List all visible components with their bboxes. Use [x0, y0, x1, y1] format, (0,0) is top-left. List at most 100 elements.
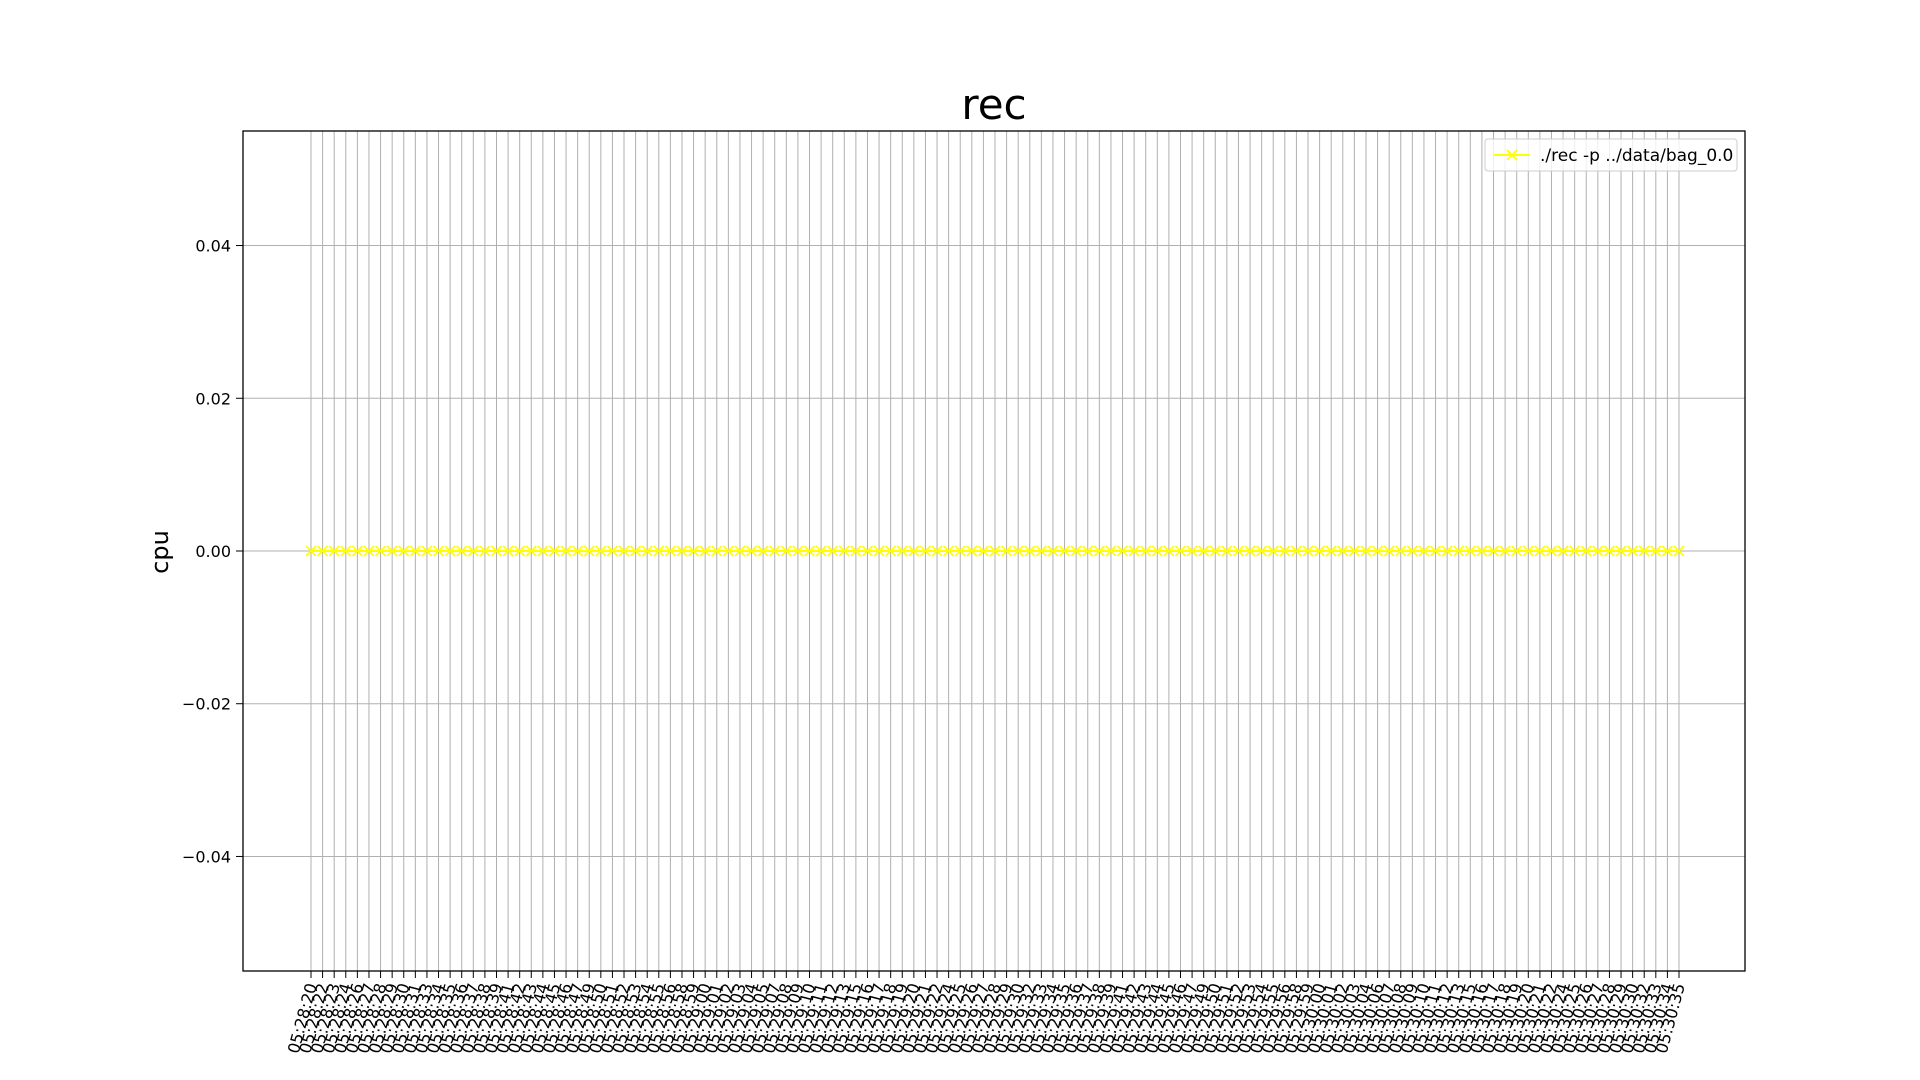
data-point-marker — [1163, 545, 1175, 557]
data-point-marker — [803, 545, 816, 557]
data-point-marker — [1406, 545, 1418, 557]
y-tick-label: −0.04 — [182, 847, 231, 866]
data-point-marker — [432, 545, 445, 557]
data-point-marker — [931, 545, 943, 557]
data-point-marker — [1395, 545, 1407, 557]
data-point-marker — [1603, 545, 1616, 557]
data-point-marker — [1325, 545, 1337, 557]
data-point-marker — [1302, 545, 1314, 557]
data-point-marker — [653, 545, 665, 557]
data-point-marker — [1256, 545, 1268, 557]
data-point-marker — [1070, 545, 1082, 557]
data-point-marker — [745, 545, 758, 557]
data-point-marker — [1372, 545, 1384, 557]
data-point-marker — [548, 545, 561, 557]
data-point-marker — [780, 545, 792, 557]
data-point-marker — [467, 545, 479, 557]
data-point-marker — [1024, 545, 1036, 557]
data-point-marker — [1545, 545, 1558, 557]
series-layer — [305, 545, 1685, 557]
data-point-marker — [711, 545, 723, 557]
data-point-marker — [815, 545, 827, 557]
data-point-marker — [1058, 545, 1071, 557]
data-point-marker — [1511, 545, 1523, 557]
data-point-marker — [792, 545, 804, 557]
data-point-marker — [1105, 545, 1117, 557]
data-point-marker — [1418, 545, 1430, 557]
data-point-marker — [618, 545, 630, 557]
data-point-marker — [398, 545, 410, 557]
data-point-marker — [641, 545, 653, 557]
data-point-marker — [1035, 545, 1047, 557]
data-point-marker — [1476, 545, 1488, 557]
data-point-marker — [1569, 545, 1581, 557]
data-point-marker — [1198, 545, 1210, 557]
data-point-marker — [1001, 545, 1013, 557]
data-point-marker — [317, 545, 329, 557]
data-point-marker — [722, 545, 734, 557]
data-point-marker — [374, 545, 387, 557]
data-point-marker — [734, 545, 746, 557]
data-point-marker — [1267, 545, 1279, 557]
data-point-marker — [676, 545, 688, 557]
data-point-marker — [861, 545, 874, 557]
data-point-marker — [757, 545, 769, 557]
data-point-marker — [977, 545, 989, 557]
data-point-marker — [919, 545, 932, 557]
x-axis-ticks: 05:28:2005:28:2205:28:2305:28:2405:28:26… — [284, 971, 1689, 1055]
data-point-marker — [1232, 545, 1245, 557]
data-point-marker — [1290, 545, 1302, 557]
data-point-marker — [1012, 545, 1024, 557]
data-point-marker — [664, 545, 676, 557]
data-point-marker — [966, 545, 978, 557]
data-point-marker — [1279, 545, 1291, 557]
data-point-marker — [1244, 545, 1256, 557]
data-point-marker — [340, 545, 352, 557]
data-point-marker — [885, 545, 897, 557]
data-point-marker — [1314, 545, 1326, 557]
data-point-marker — [1673, 545, 1685, 557]
data-point-marker — [1638, 545, 1650, 557]
data-point-marker — [386, 545, 398, 557]
data-point-marker — [1221, 545, 1233, 557]
data-point-marker — [1186, 545, 1198, 557]
data-point-marker — [328, 545, 340, 557]
data-point-marker — [989, 545, 1001, 557]
data-point-marker — [1383, 545, 1395, 557]
data-point-marker — [595, 545, 607, 557]
chart-title: rec — [961, 80, 1026, 129]
data-point-marker — [1093, 545, 1105, 557]
data-point-marker — [1580, 545, 1592, 557]
legend-marker-swatch — [1506, 149, 1518, 161]
data-point-marker — [827, 545, 839, 557]
data-point-marker — [1082, 545, 1094, 557]
data-point-marker — [1464, 545, 1476, 557]
data-point-marker — [572, 545, 584, 557]
data-point-marker — [514, 545, 526, 557]
data-point-marker — [1522, 545, 1534, 557]
data-point-marker — [1337, 545, 1349, 557]
data-point-marker — [1592, 545, 1604, 557]
data-point-marker — [1209, 545, 1221, 557]
data-point-marker — [1047, 545, 1059, 557]
data-point-marker — [490, 545, 503, 557]
data-point-marker — [1487, 545, 1500, 557]
data-point-marker — [1429, 545, 1442, 557]
data-point-marker — [943, 545, 955, 557]
data-point-marker — [537, 545, 549, 557]
data-point-marker — [502, 545, 514, 557]
data-point-marker — [456, 545, 468, 557]
data-point-marker — [769, 545, 781, 557]
data-point-marker — [1453, 545, 1465, 557]
data-point-marker — [363, 545, 375, 557]
data-point-marker — [1348, 545, 1360, 557]
data-point-marker — [1174, 545, 1187, 557]
data-point-marker — [1661, 545, 1673, 557]
data-point-marker — [560, 545, 572, 557]
data-point-marker — [688, 545, 700, 557]
data-point-marker — [699, 545, 711, 557]
data-point-marker — [525, 545, 537, 557]
data-point-marker — [850, 545, 862, 557]
data-point-marker — [409, 545, 421, 557]
